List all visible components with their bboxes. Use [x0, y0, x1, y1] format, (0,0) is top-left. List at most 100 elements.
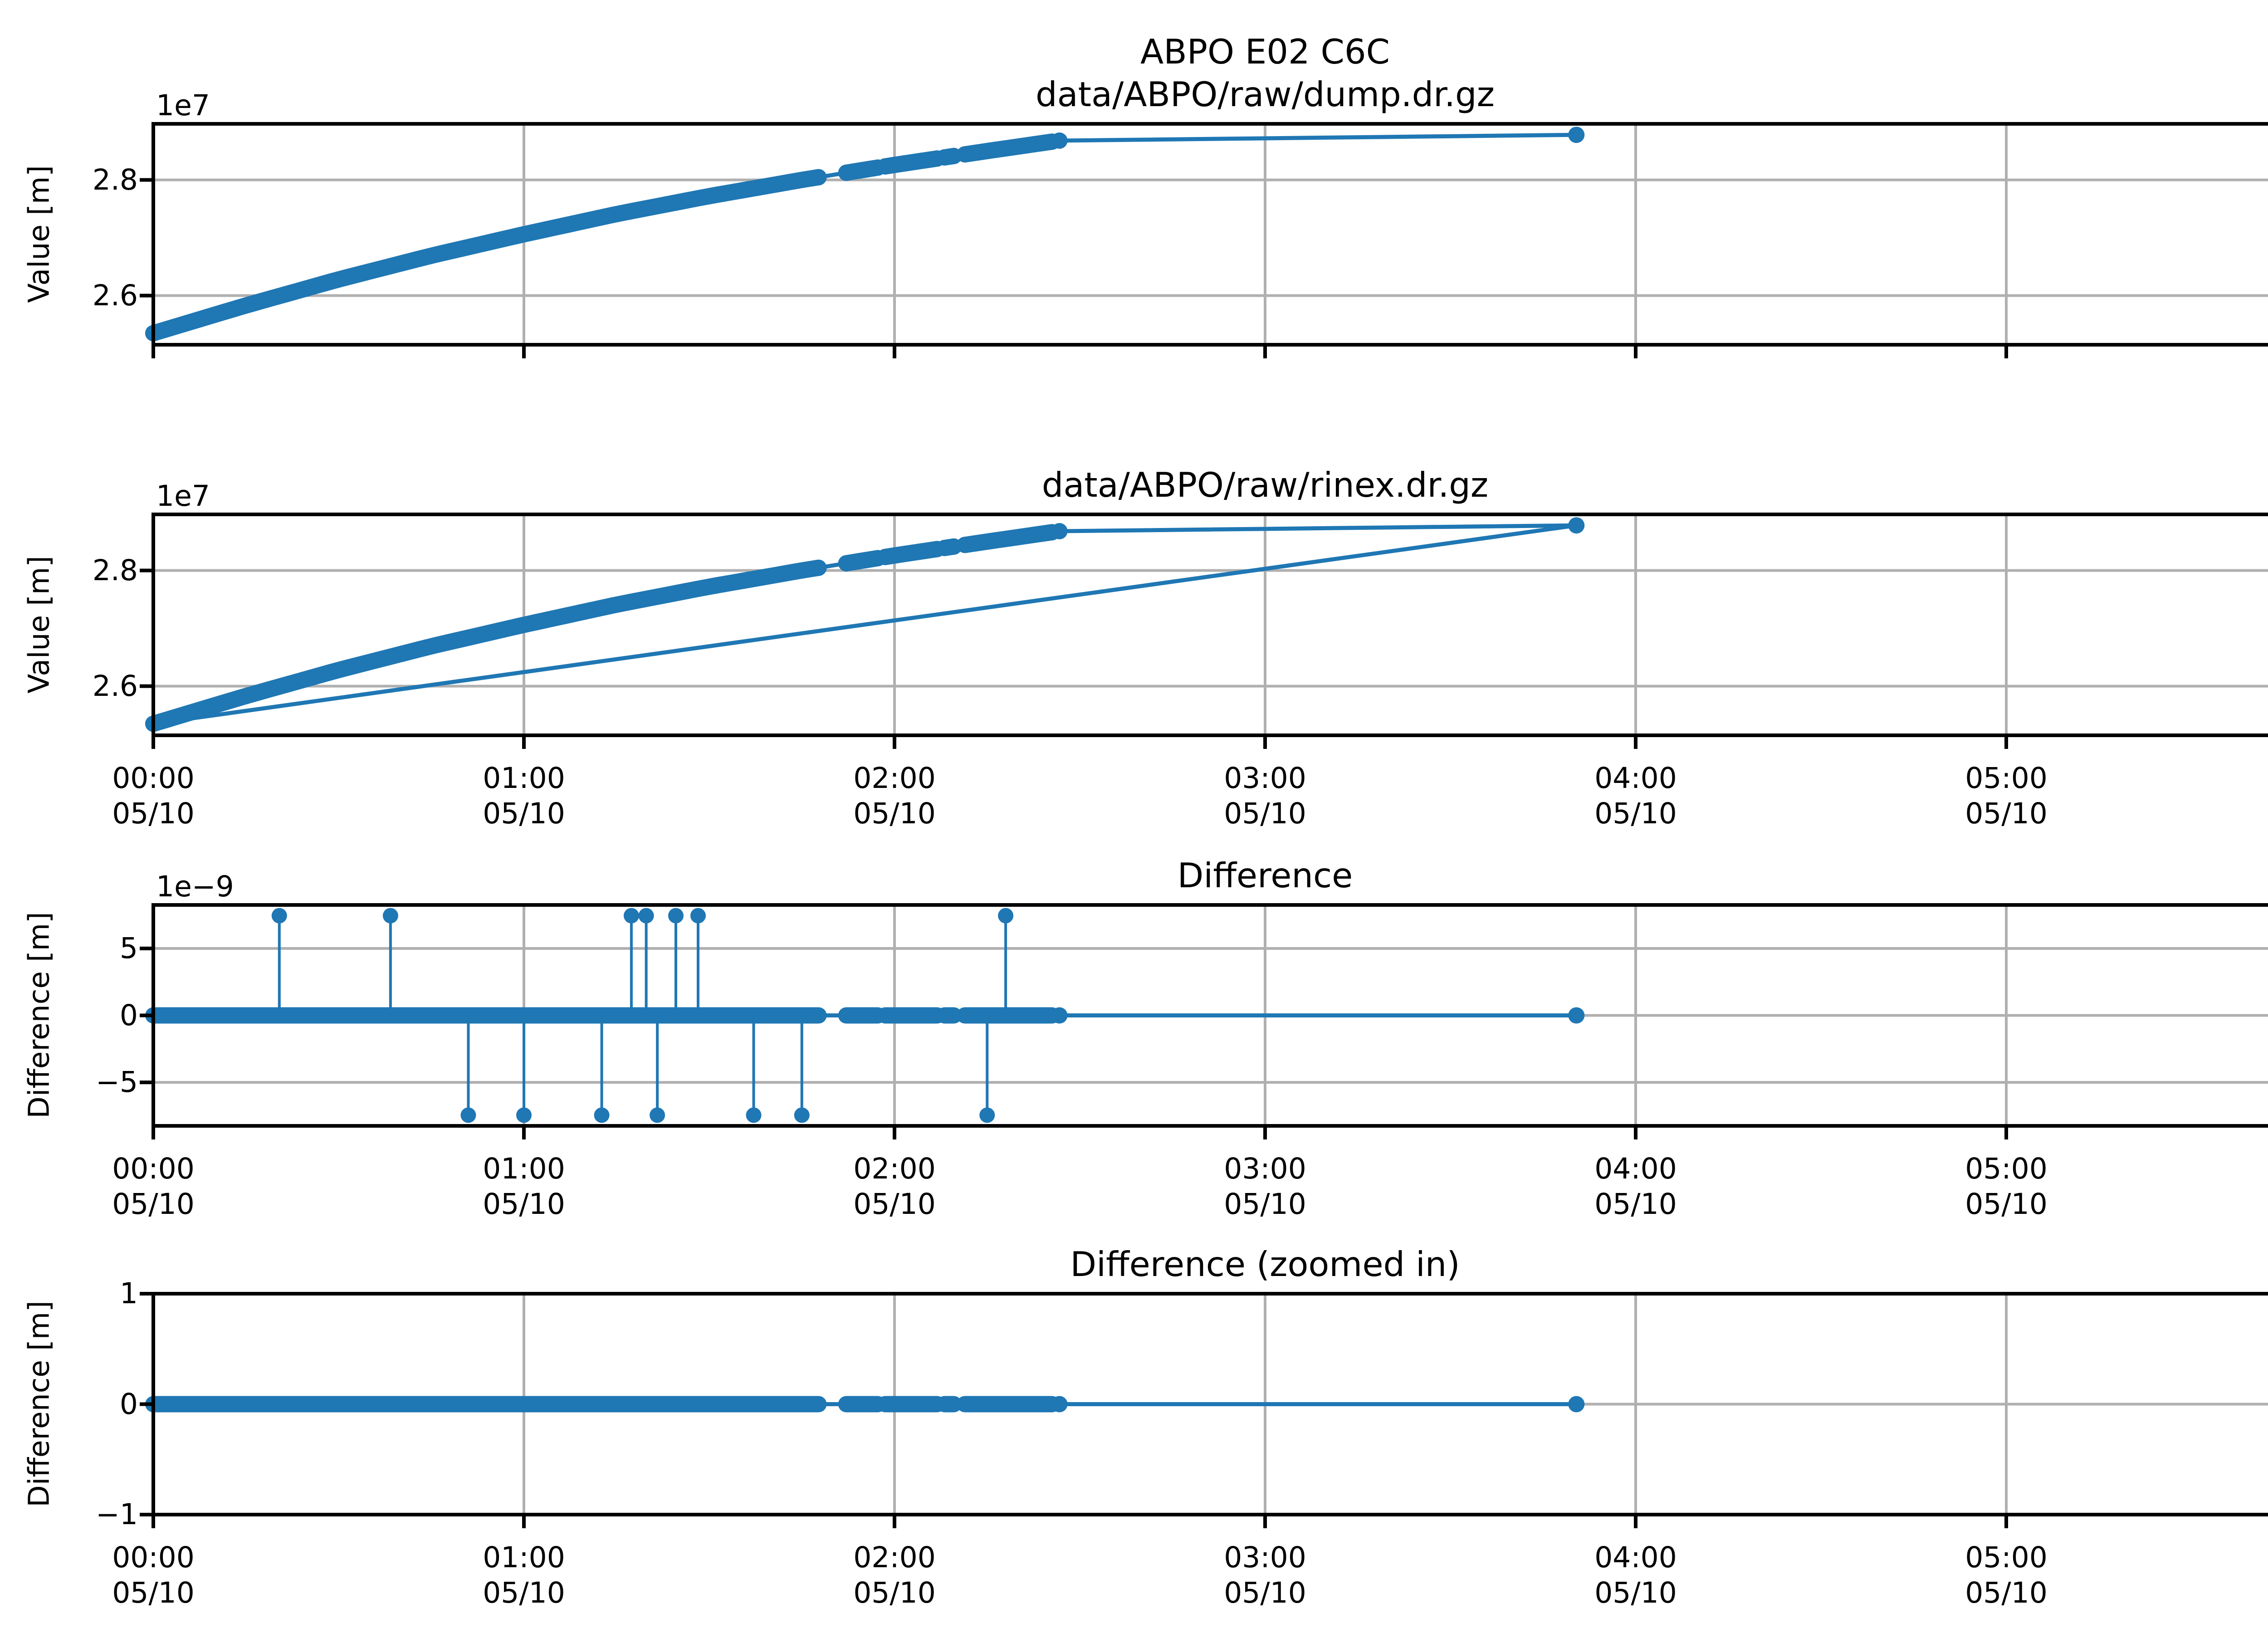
plot2-y-offset-text: 1e7 [156, 479, 210, 513]
xtick-time-label: 02:00 [853, 762, 936, 795]
xtick-time-label: 00:00 [112, 1152, 195, 1185]
data-segment-thick [957, 133, 1061, 163]
stem-marker [594, 1107, 610, 1123]
plot1-y-offset-text: 1e7 [156, 89, 210, 122]
xtick-time-label: 01:00 [483, 762, 565, 795]
data-point-marker [838, 164, 855, 181]
xtick-date-label: 05/10 [853, 797, 936, 830]
xtick-date-label: 05/10 [1224, 1576, 1306, 1609]
ytick-label: −1 [96, 1498, 138, 1531]
ytick-label: 0 [119, 1387, 138, 1421]
xtick-time-label: 03:00 [1224, 762, 1306, 795]
xtick-date-label: 05/10 [1594, 1576, 1677, 1609]
xtick-time-label: 04:00 [1594, 1152, 1677, 1185]
isolated-point-marker [1568, 127, 1585, 143]
xtick-time-label: 04:00 [1594, 1541, 1677, 1574]
xtick-date-label: 05/10 [2263, 1187, 2268, 1222]
data-point-marker [1051, 132, 1068, 149]
spine [152, 513, 2268, 737]
spine [152, 122, 2268, 347]
xtick-date-label: 05/10 [1224, 1188, 1306, 1221]
stem-marker [382, 908, 398, 924]
plot-difference-zoomed [140, 1292, 2268, 1528]
xtick-date-label: 05/10 [2263, 1575, 2268, 1611]
xtick-time-label: 01:00 [483, 1541, 565, 1574]
spine [152, 903, 2268, 1128]
xtick-date-label: 05/10 [112, 1576, 195, 1609]
xtick-time-label: 05:00 [1965, 1152, 2048, 1185]
plot-difference [140, 903, 2268, 1139]
ytick-label: 5 [119, 931, 138, 965]
xtick-time-label: 06:00 [2263, 1540, 2268, 1575]
data-segment-thick [145, 169, 827, 342]
data-point-marker [1051, 1396, 1068, 1413]
stem-marker [690, 908, 706, 924]
isolated-point-marker [1568, 1396, 1585, 1413]
data-point-marker [810, 559, 827, 576]
xtick-date-label: 05/10 [112, 1188, 195, 1221]
data-point-marker [957, 146, 973, 163]
xtick-date-label: 05/10 [853, 1576, 936, 1609]
plot2-title: data/ABPO/raw/rinex.dr.gz [1041, 465, 1489, 505]
xtick-date-label: 05/10 [1965, 797, 2048, 830]
data-point-marker [957, 537, 973, 553]
plot4-title: Difference (zoomed in) [1070, 1244, 1460, 1284]
ytick-label: 2.6 [92, 279, 138, 312]
xtick-time-label: 06:00 [2263, 1151, 2268, 1187]
xtick-time-label: 02:00 [853, 1152, 936, 1185]
xtick-time-label: 02:00 [853, 1541, 936, 1574]
plot3-y-offset-text: 1e−9 [156, 870, 234, 903]
data-point-marker [877, 548, 894, 565]
xtick-date-label: 05/10 [112, 797, 195, 830]
xtick-time-label: 03:00 [1224, 1152, 1306, 1185]
xtick-date-label: 05/10 [1965, 1576, 2048, 1609]
xtick-time-label: 06:00 [2263, 761, 2268, 796]
stem-marker [979, 1107, 995, 1123]
xtick-date-label: 05/10 [483, 1188, 565, 1221]
stem-marker [460, 1107, 476, 1123]
xtick-date-label: 05/10 [1224, 797, 1306, 830]
xtick-time-label: 05:00 [1965, 1541, 2048, 1574]
data-point-marker [838, 555, 855, 572]
data-segment-thick [957, 524, 1061, 553]
stem-marker [746, 1107, 762, 1123]
data-point-marker [877, 158, 894, 175]
stem-marker [998, 908, 1014, 924]
isolated-point-marker [1568, 517, 1585, 534]
ytick-label: 2.6 [92, 669, 138, 703]
xtick-time-label: 04:00 [1594, 762, 1677, 795]
spine [152, 1292, 2268, 1516]
ytick-label: 2.8 [92, 553, 138, 587]
data-segment-thick [145, 559, 827, 732]
ytick-label: 1 [119, 1277, 138, 1310]
stem-marker [794, 1107, 810, 1123]
stem-marker [638, 908, 654, 924]
ytick-label: 0 [119, 998, 138, 1032]
data-point-marker [810, 169, 827, 186]
stem-marker [516, 1107, 532, 1123]
xtick-time-label: 00:00 [112, 1541, 195, 1574]
ytick-label: 2.8 [92, 163, 138, 196]
stem-marker [271, 908, 287, 924]
plot-rinex [140, 513, 2268, 749]
isolated-point-marker [1568, 1007, 1585, 1024]
xtick-time-label: 05:00 [1965, 762, 2048, 795]
xtick-date-label: 05/10 [853, 1188, 936, 1221]
xtick-time-label: 03:00 [1224, 1541, 1306, 1574]
xtick-date-label: 05/10 [483, 797, 565, 830]
xtick-date-label: 05/10 [483, 1576, 565, 1609]
xtick-date-label: 05/10 [1594, 1188, 1677, 1221]
data-point-marker [1051, 1007, 1068, 1024]
plot1-title-line1: ABPO E02 C6C [1140, 32, 1390, 72]
xtick-date-label: 05/10 [1594, 797, 1677, 830]
xtick-time-label: 00:00 [112, 762, 195, 795]
xtick-date-label: 05/10 [1965, 1188, 2048, 1221]
stem-marker [668, 908, 684, 924]
data-point-marker [1051, 523, 1068, 539]
plot-dump [140, 122, 2268, 358]
xtick-date-label: 05/10 [2263, 796, 2268, 831]
stem-marker [623, 908, 639, 924]
stem-marker [650, 1107, 665, 1123]
